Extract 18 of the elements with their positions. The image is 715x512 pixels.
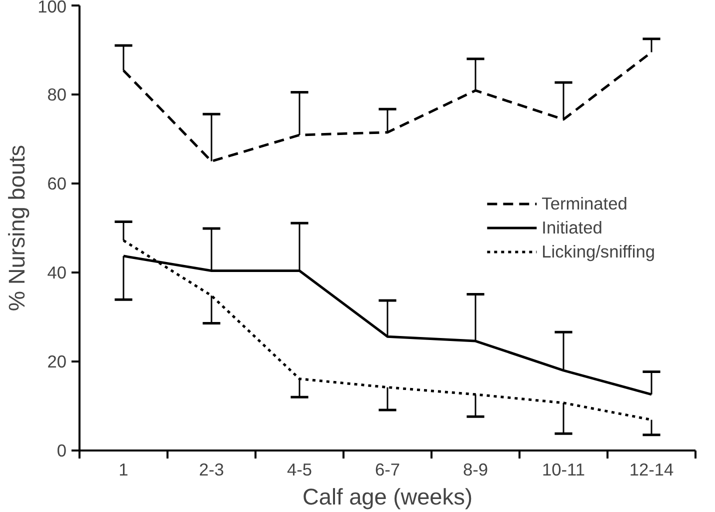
y-axis-title: % Nursing bouts (4, 144, 30, 312)
legend-label: Terminated (542, 193, 628, 214)
x-tick-label: 10-11 (542, 460, 586, 480)
y-tick-label: 60 (47, 174, 67, 194)
x-tick-label: 6-7 (374, 460, 400, 480)
x-tick-label: 8-9 (462, 460, 488, 480)
x-tick-label: 2-3 (198, 460, 224, 480)
x-tick-label: 12-14 (629, 460, 674, 480)
x-axis-title: Calf age (weeks) (302, 484, 473, 510)
legend-label: Licking/sniffing (542, 241, 655, 262)
legend-label: Initiated (542, 217, 602, 238)
y-tick-label: 0 (56, 440, 67, 460)
x-tick-label: 4-5 (286, 460, 312, 480)
y-tick-label: 40 (47, 262, 67, 282)
x-tick-label: 1 (118, 460, 128, 480)
y-tick-label: 100 (38, 0, 67, 16)
y-tick-label: 80 (47, 84, 67, 104)
y-tick-label: 20 (47, 352, 67, 372)
